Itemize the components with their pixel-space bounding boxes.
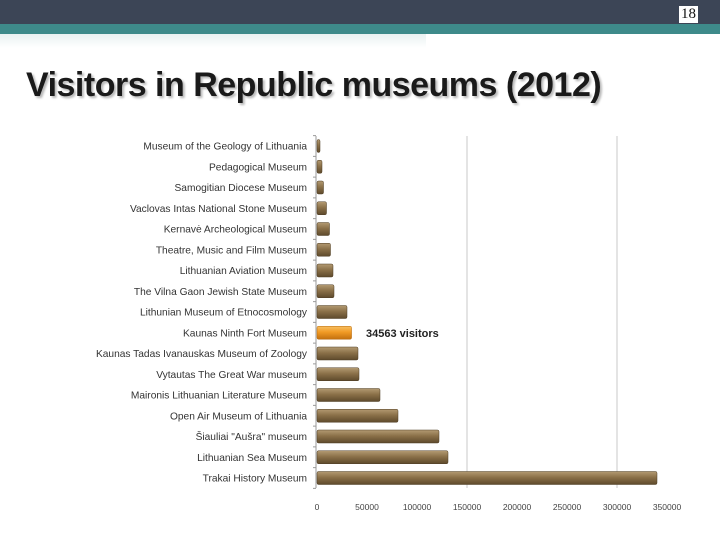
category-label: Kaunas Ninth Fort Museum xyxy=(183,328,307,339)
bars xyxy=(316,139,658,485)
bar xyxy=(316,222,330,236)
bar xyxy=(316,243,331,257)
bar xyxy=(316,409,399,423)
bar xyxy=(316,450,449,464)
category-label: Vytautas The Great War museum xyxy=(156,370,307,381)
bar xyxy=(316,139,321,153)
header-bar xyxy=(0,0,720,24)
bar xyxy=(316,346,359,361)
gridlines xyxy=(466,136,618,488)
category-label: Trakai History Museum xyxy=(203,474,307,485)
bar xyxy=(316,180,324,195)
bar xyxy=(316,326,352,340)
x-tick-label: 0 xyxy=(315,502,320,512)
bar xyxy=(316,201,327,215)
category-label: The Vilna Gaon Jewish State Museum xyxy=(134,287,307,298)
x-tick-label: 350000 xyxy=(653,502,682,512)
category-label: Lithuanian Aviation Museum xyxy=(180,266,307,277)
accent-bar xyxy=(0,24,720,34)
bar xyxy=(316,388,381,402)
x-tick-label: 300000 xyxy=(603,502,632,512)
category-label: Lithunian Museum of Etnocosmology xyxy=(140,308,308,319)
x-tick-labels: 0 50000 100000 150000 200000 250000 300000 3500… xyxy=(315,502,682,512)
category-label: Open Air Museum of Lithuania xyxy=(170,411,307,422)
category-label: Kaunas Tadas Ivanauskas Museum of Zoolog… xyxy=(96,349,308,360)
y-axis xyxy=(313,135,317,489)
bar xyxy=(316,429,440,444)
highlight-data-label: 34563 visitors xyxy=(366,328,439,340)
category-label: Vaclovas Intas National Stone Museum xyxy=(130,204,307,215)
bar xyxy=(316,263,334,278)
slide-title: Visitors in Republic museums (2012) xyxy=(26,66,602,104)
bar xyxy=(316,160,323,174)
bar xyxy=(316,367,360,381)
category-label: Museum of the Geology of Lithuania xyxy=(143,142,307,153)
accent-tab xyxy=(426,34,720,48)
bar xyxy=(316,305,348,319)
category-label: Kernavė Archeological Museum xyxy=(164,225,307,236)
category-label: Theatre, Music and Film Museum xyxy=(156,245,307,256)
x-tick-label: 200000 xyxy=(503,502,532,512)
x-tick-label: 250000 xyxy=(553,502,582,512)
category-label: Lithuanian Sea Museum xyxy=(197,453,307,464)
x-tick-label: 150000 xyxy=(453,502,482,512)
category-labels: Museum of the Geology of Lithuania Pedago… xyxy=(96,142,439,485)
category-label: Samogitian Diocese Museum xyxy=(175,183,308,194)
slide-number: 18 xyxy=(679,6,698,23)
accent-band xyxy=(0,34,426,48)
bar xyxy=(316,284,335,298)
category-label: Šiauliai "Aušra" museum xyxy=(196,430,307,443)
category-label: Maironis Lithuanian Literature Museum xyxy=(131,391,307,402)
x-tick-label: 50000 xyxy=(355,502,379,512)
category-label: Pedagogical Museum xyxy=(209,162,307,173)
bar xyxy=(316,471,658,485)
x-tick-label: 100000 xyxy=(403,502,432,512)
